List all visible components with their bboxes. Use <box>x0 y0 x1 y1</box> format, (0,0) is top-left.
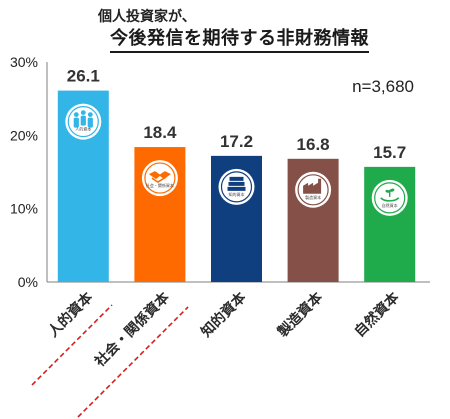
books-icon <box>227 176 246 191</box>
icon-badge-ring <box>374 182 406 214</box>
bar-value-label: 18.4 <box>143 123 177 142</box>
icon-caption: 製造資本 <box>305 194 321 200</box>
sample-size-note: n=3,680 <box>352 77 414 96</box>
icon-caption: 自然資本 <box>382 202 398 208</box>
category-label: 製造資本 <box>274 288 327 341</box>
highlight-dashed-line <box>31 304 113 386</box>
bar-value-label: 17.2 <box>220 132 253 151</box>
icon-badge <box>371 179 408 216</box>
y-tick-label: 20% <box>10 127 38 143</box>
bar-value-label: 15.7 <box>373 143 406 162</box>
handshake-icon <box>148 171 171 183</box>
y-tick-label: 10% <box>10 201 38 217</box>
icon-caption: 人的資本 <box>75 126 91 132</box>
icon-badge-ring <box>220 171 253 203</box>
chart-title: 今後発信を期待する非財務情報 <box>110 24 369 53</box>
icon-caption: 知的資本 <box>229 191 245 197</box>
people-icon <box>73 110 93 128</box>
factory-icon <box>303 178 322 194</box>
chart-subtitle: 個人投資家が、 <box>98 9 196 25</box>
bar-value-label: 16.8 <box>297 135 330 154</box>
category-label: 人的資本 <box>45 288 97 340</box>
icon-badge <box>141 160 178 197</box>
y-tick-label: 30% <box>10 54 38 70</box>
highlight-dashed-line <box>77 306 189 418</box>
plant-hand-icon <box>380 188 400 202</box>
icon-badge-ring <box>297 174 329 206</box>
icon-badge-ring <box>144 162 176 194</box>
category-label: 自然資本 <box>351 288 403 340</box>
bar-value-label: 26.1 <box>67 67 100 86</box>
category-label: 知的資本 <box>198 288 250 340</box>
category-label: 社会・関係資本 <box>91 288 174 371</box>
icon-caption: 社会・関係資本 <box>146 182 174 188</box>
y-tick-label: 0% <box>18 274 38 290</box>
icon-badge-ring <box>67 105 99 138</box>
